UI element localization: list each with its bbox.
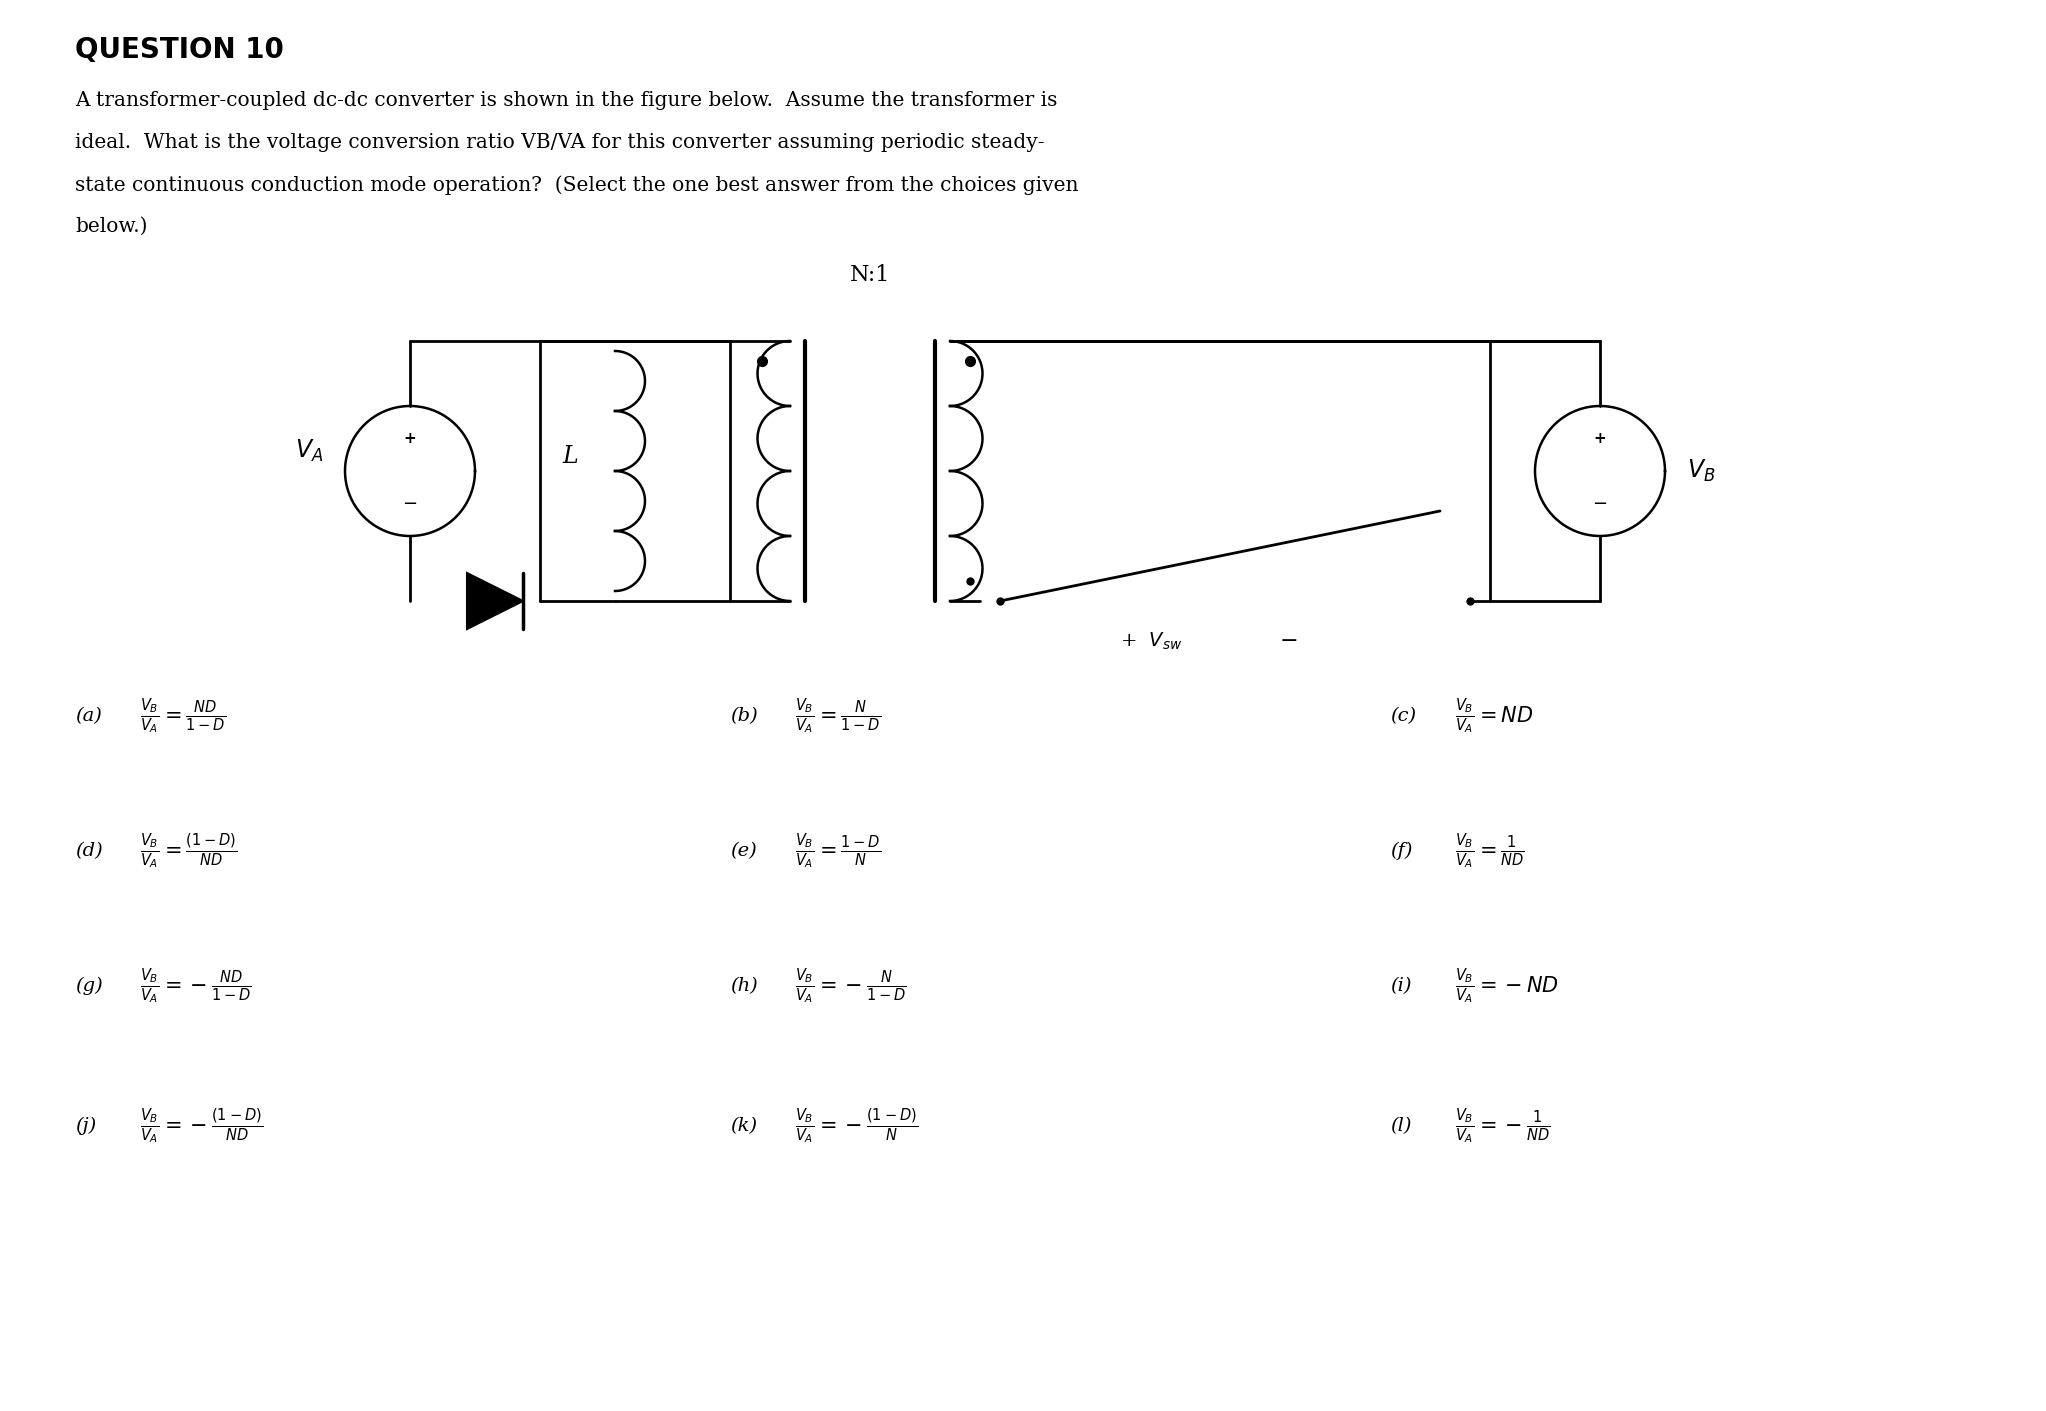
- Text: $\frac{V_B}{V_A} = -\frac{(1-D)}{N}$: $\frac{V_B}{V_A} = -\frac{(1-D)}{N}$: [796, 1106, 919, 1146]
- Text: $\frac{V_B}{V_A} = -ND$: $\frac{V_B}{V_A} = -ND$: [1455, 967, 1559, 1006]
- Text: $V_B$: $V_B$: [1688, 459, 1715, 484]
- Text: (f): (f): [1389, 842, 1412, 861]
- Text: +: +: [403, 430, 417, 446]
- Text: state continuous conduction mode operation?  (Select the one best answer from th: state continuous conduction mode operati…: [76, 175, 1078, 195]
- Text: L: L: [563, 444, 577, 467]
- Text: ideal.  What is the voltage conversion ratio VB/VA for this converter assuming p: ideal. What is the voltage conversion ra…: [76, 133, 1046, 152]
- Text: $\frac{V_B}{V_A} = \frac{1}{ND}$: $\frac{V_B}{V_A} = \frac{1}{ND}$: [1455, 831, 1524, 871]
- Text: (b): (b): [730, 707, 757, 725]
- Text: N:1: N:1: [849, 264, 890, 286]
- Polygon shape: [466, 573, 524, 629]
- Text: $\frac{V_B}{V_A} = \frac{ND}{1-D}$: $\frac{V_B}{V_A} = \frac{ND}{1-D}$: [139, 696, 227, 735]
- Text: $\frac{V_B}{V_A} = -\frac{1}{ND}$: $\frac{V_B}{V_A} = -\frac{1}{ND}$: [1455, 1106, 1551, 1146]
- Text: $\frac{V_B}{V_A} = \frac{N}{1-D}$: $\frac{V_B}{V_A} = \frac{N}{1-D}$: [796, 696, 882, 735]
- Text: +: +: [1594, 430, 1606, 446]
- Text: −: −: [403, 494, 417, 512]
- Text: $\frac{V_B}{V_A} = ND$: $\frac{V_B}{V_A} = ND$: [1455, 696, 1532, 735]
- Text: A transformer-coupled dc-dc converter is shown in the figure below.  Assume the : A transformer-coupled dc-dc converter is…: [76, 90, 1058, 110]
- Text: QUESTION 10: QUESTION 10: [76, 37, 284, 63]
- Text: (e): (e): [730, 842, 757, 859]
- Text: (k): (k): [730, 1118, 757, 1134]
- Text: (h): (h): [730, 976, 757, 995]
- Text: (a): (a): [76, 707, 102, 725]
- Text: (g): (g): [76, 976, 102, 995]
- Text: (c): (c): [1389, 707, 1416, 725]
- Text: $V_A$: $V_A$: [295, 437, 323, 464]
- Text: +  $V_{sw}$: + $V_{sw}$: [1119, 631, 1183, 652]
- Text: −: −: [1281, 631, 1299, 650]
- Text: $\frac{V_B}{V_A} = -\frac{ND}{1-D}$: $\frac{V_B}{V_A} = -\frac{ND}{1-D}$: [139, 967, 252, 1006]
- Text: −: −: [1592, 494, 1608, 512]
- Text: $\frac{V_B}{V_A} = -\frac{N}{1-D}$: $\frac{V_B}{V_A} = -\frac{N}{1-D}$: [796, 967, 906, 1006]
- Text: $\frac{V_B}{V_A} = \frac{(1-D)}{ND}$: $\frac{V_B}{V_A} = \frac{(1-D)}{ND}$: [139, 831, 237, 871]
- Text: $\frac{V_B}{V_A} = -\frac{(1-D)}{ND}$: $\frac{V_B}{V_A} = -\frac{(1-D)}{ND}$: [139, 1106, 264, 1146]
- Text: (d): (d): [76, 842, 102, 859]
- Text: (i): (i): [1389, 976, 1412, 995]
- Text: (j): (j): [76, 1118, 96, 1134]
- Text: below.): below.): [76, 217, 147, 236]
- Text: $\frac{V_B}{V_A} = \frac{1-D}{N}$: $\frac{V_B}{V_A} = \frac{1-D}{N}$: [796, 831, 882, 871]
- Text: (l): (l): [1389, 1118, 1412, 1134]
